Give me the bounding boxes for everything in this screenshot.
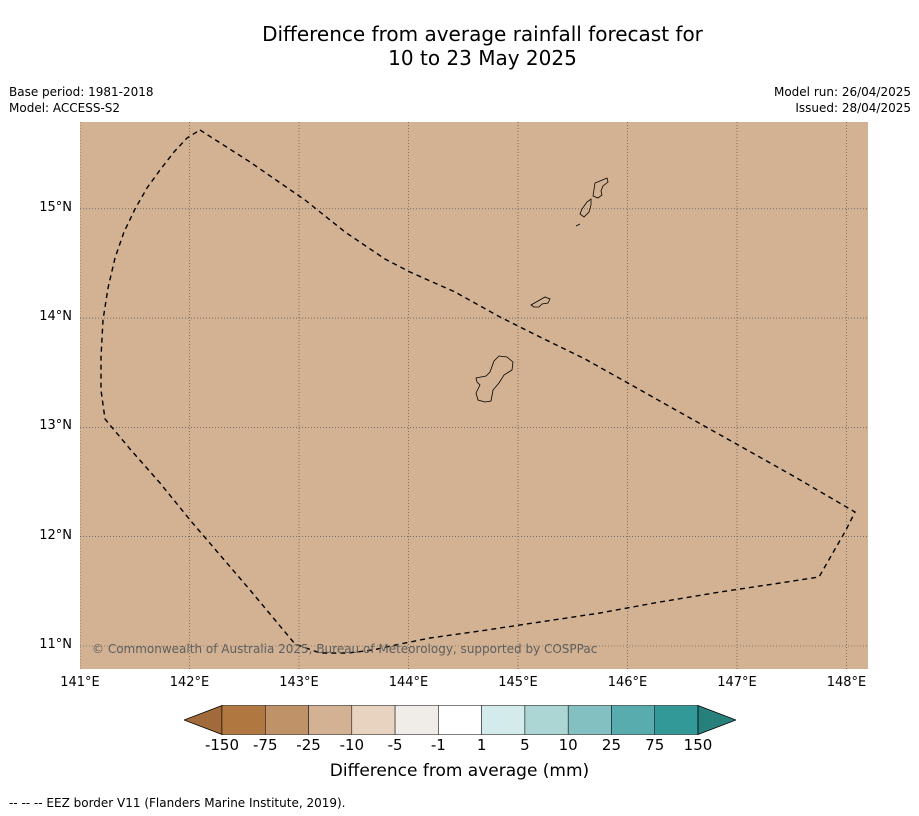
colorbar-tick-label: 75 — [645, 736, 665, 754]
colorbar-tick-label: -75 — [253, 736, 278, 754]
lon-label: 144°E — [388, 675, 429, 690]
island-saipan — [592, 177, 609, 199]
colorbar-tick-label: -25 — [296, 736, 321, 754]
title-line-1: Difference from average rainfall forecas… — [262, 22, 703, 46]
colorbar-bin — [567, 705, 612, 735]
lat-label: 15°N — [39, 199, 72, 215]
colorbar-tick-label: 150 — [683, 736, 713, 754]
colorbar-bin — [438, 705, 482, 735]
colorbar-bin — [394, 705, 439, 735]
model-run: Model run: 26/04/2025 — [773, 85, 911, 99]
colorbar-extend-low — [184, 705, 223, 735]
map-panel: © Commonwealth of Australia 2025, Bureau… — [80, 122, 868, 669]
colorbar-bin — [265, 705, 309, 735]
colorbar-tick-label: -1 — [430, 736, 446, 754]
lat-label: 14°N — [39, 309, 72, 325]
meta-right: Model run: 26/04/2025 Issued: 28/04/2025 — [774, 84, 911, 116]
lon-label: 148°E — [826, 675, 867, 690]
island-tinian — [579, 198, 592, 218]
colorbar-tick-label: -5 — [387, 736, 403, 754]
colorbar — [184, 705, 736, 735]
colorbar-tick-label: 10 — [558, 736, 578, 754]
island-rota — [530, 296, 551, 308]
colorbar-extend-high — [697, 705, 736, 735]
colorbar-tick-label: 5 — [520, 736, 530, 754]
colorbar-bin — [308, 705, 353, 735]
lon-label: 143°E — [279, 675, 319, 690]
colorbar-tick-label: -150 — [204, 736, 240, 754]
island-guam — [475, 355, 514, 403]
lon-label: 142°E — [169, 675, 210, 690]
lon-label: 146°E — [607, 675, 648, 690]
gridlines — [80, 122, 868, 669]
colorbar-bin — [481, 705, 526, 735]
map-canvas — [80, 122, 868, 669]
colorbar-tick-label: 25 — [601, 736, 621, 754]
lat-label: 12°N — [39, 527, 72, 543]
colorbar-bin — [654, 705, 699, 735]
colorbar-tick-label: -10 — [339, 736, 365, 754]
model-name: Model: ACCESS-S2 — [9, 101, 121, 115]
lat-label: 13°N — [39, 418, 72, 434]
colorbar-bin — [221, 705, 266, 735]
meta-left: Base period: 1981-2018 Model: ACCESS-S2 — [9, 84, 154, 116]
footnote: -- -- -- EEZ border V11 (Flanders Marine… — [9, 796, 346, 810]
copyright-text: © Commonwealth of Australia 2025, Bureau… — [92, 642, 598, 656]
issued-date: Issued: 28/04/2025 — [795, 101, 911, 115]
chart-title: Difference from average rainfall forecas… — [0, 22, 919, 70]
base-period: Base period: 1981-2018 — [9, 85, 154, 99]
title-line-2: 10 to 23 May 2025 — [388, 46, 577, 70]
colorbar-title: Difference from average (mm) — [329, 761, 590, 781]
island-aguijan — [575, 223, 581, 227]
lat-label: 11°N — [39, 637, 72, 652]
colorbar-bin — [611, 705, 655, 735]
colorbar-tick-label: 1 — [476, 736, 487, 754]
colorbar-bin — [524, 705, 569, 735]
colorbar-bin — [351, 705, 396, 735]
eez-border — [100, 129, 856, 654]
lon-label: 141°E — [60, 675, 100, 690]
lon-label: 147°E — [717, 675, 757, 690]
islands — [475, 177, 609, 403]
lon-label: 145°E — [498, 675, 538, 690]
